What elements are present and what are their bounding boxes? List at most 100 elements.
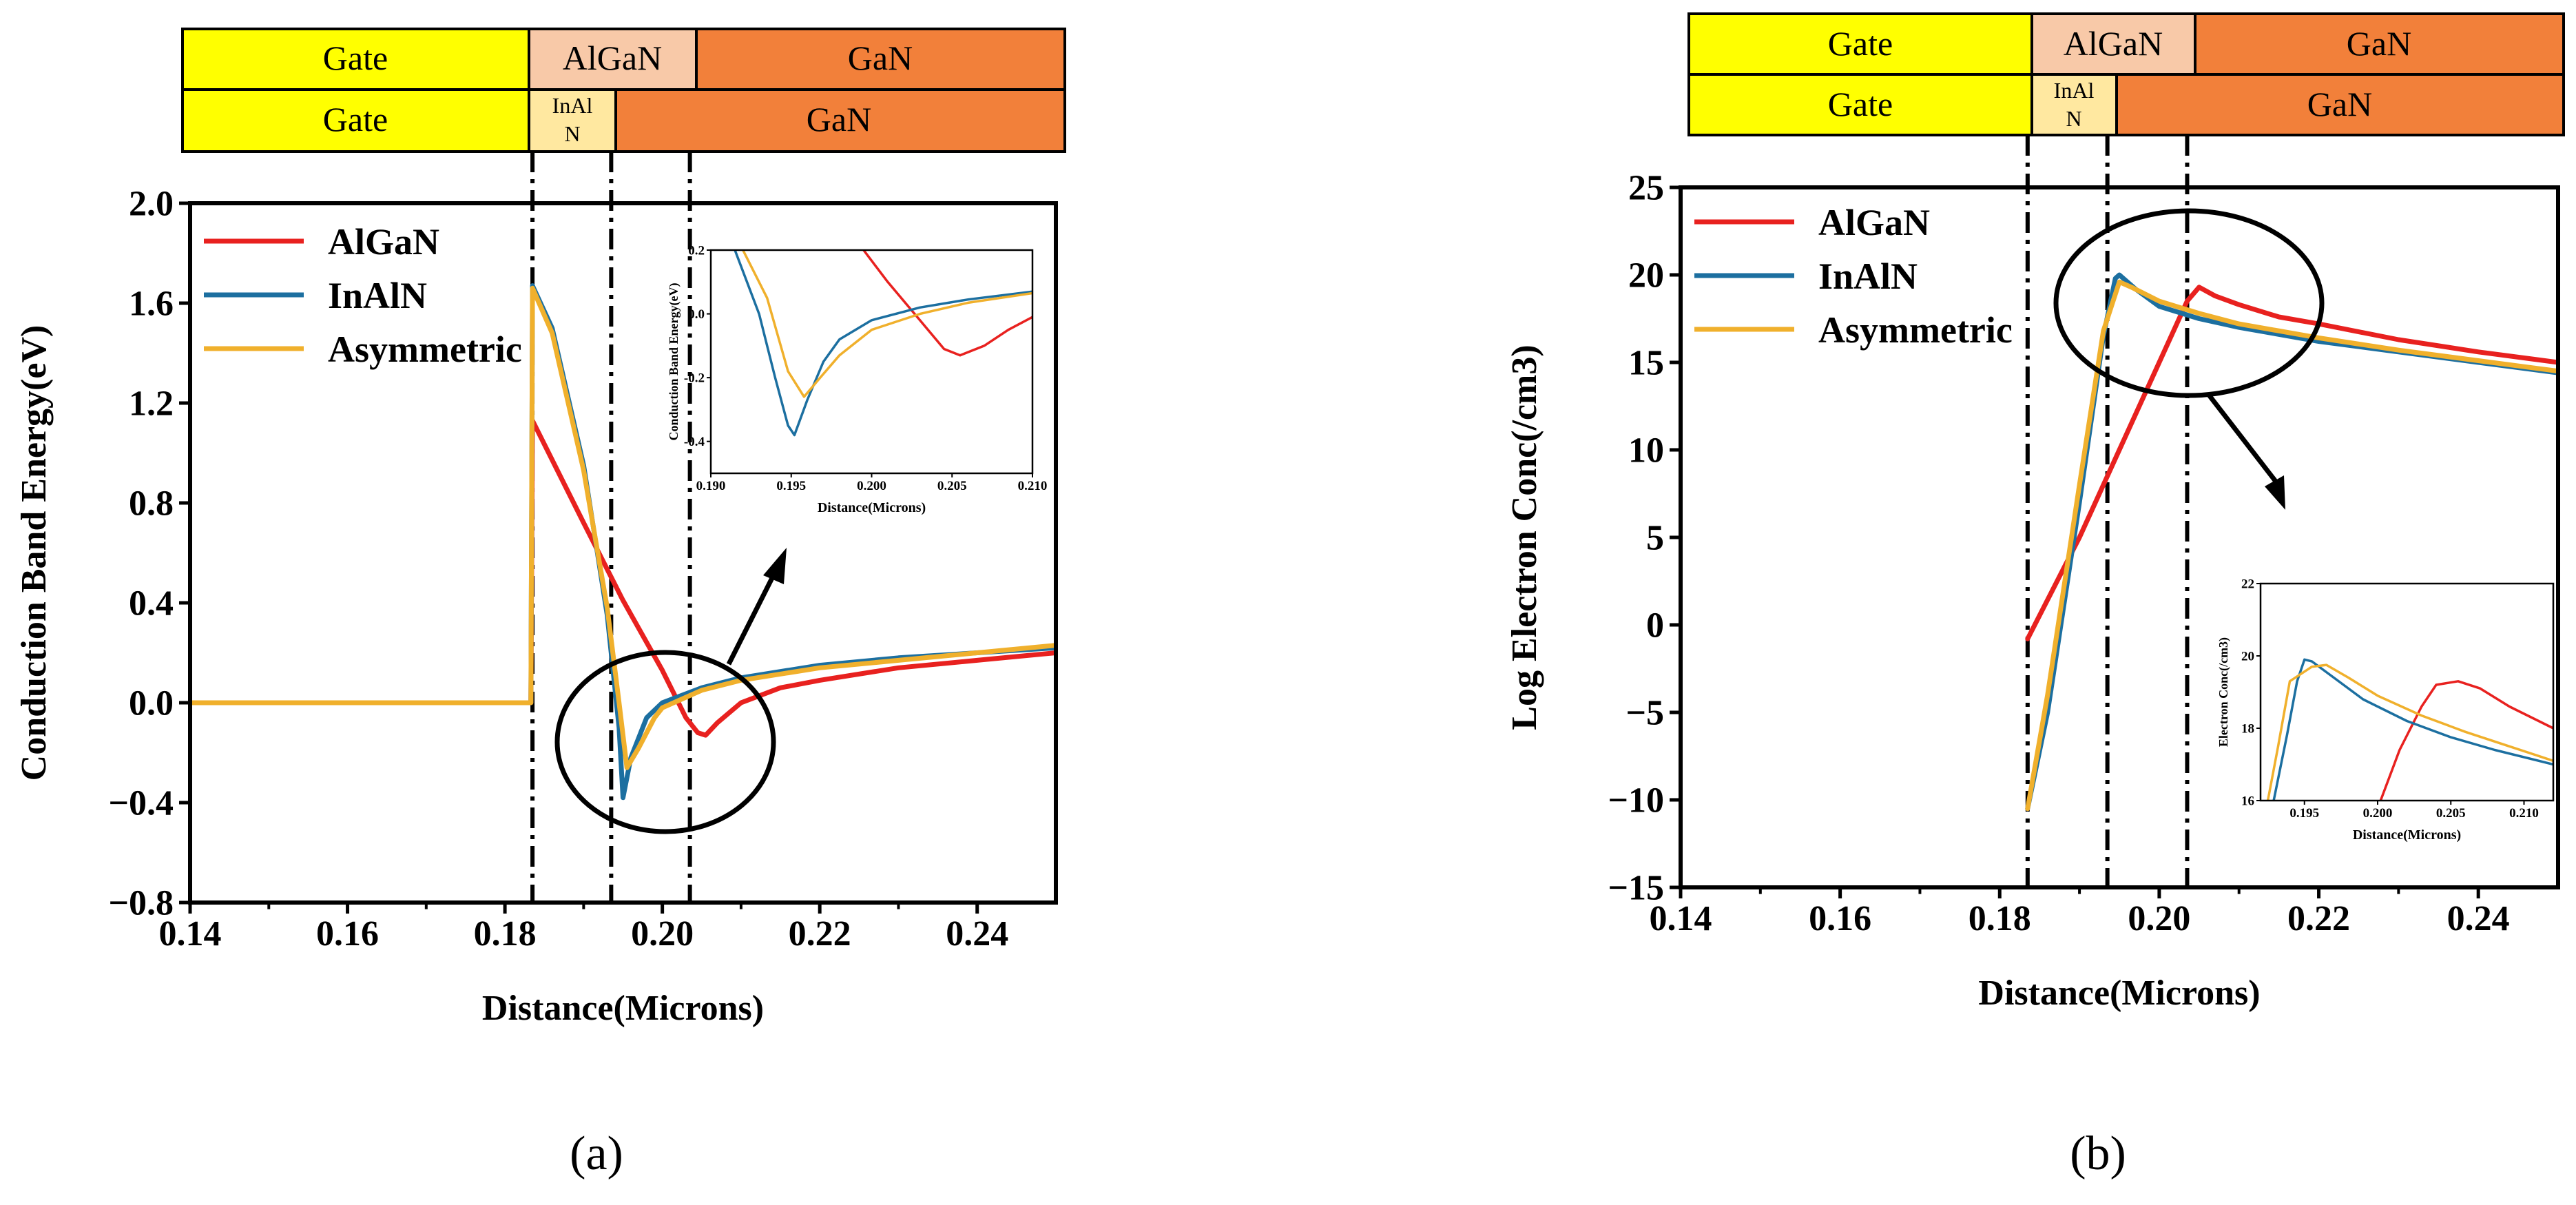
- a-main-ytick-label-7: 2.0: [129, 185, 174, 224]
- panel-a-row2-gan-label: GaN: [807, 100, 871, 138]
- panel-a-row2-inaln-label: InAl N: [552, 93, 593, 146]
- b-inset-series-group: [2266, 658, 2553, 801]
- b-main-series-asymmetric: [2025, 279, 2558, 812]
- b-inset-xtick-label-2: 0.205: [2436, 806, 2466, 821]
- b-main-ytick-label-4: 5: [1646, 519, 1664, 558]
- a-main-series-asymmetric: [190, 285, 1056, 770]
- b-inset-ytick-label-1: 18: [2241, 721, 2254, 736]
- b-inset-xtick-label-1: 0.200: [2363, 806, 2393, 821]
- b-main-xtick-label-1: 0.16: [1809, 899, 1871, 938]
- panel-a-layer-diagram: Gate AlGaN GaN Gate InAl N GaN: [181, 28, 1066, 153]
- panel-b-gate-layer-row2: [1687, 73, 2033, 136]
- a-main-xtick-label-4: 0.22: [789, 914, 851, 954]
- panel-b-row1-gan-label: GaN: [2347, 24, 2411, 63]
- b-inset-ytick-label-3: 22: [2241, 577, 2254, 591]
- a-main-x-axis-title: Distance(Microns): [482, 989, 764, 1028]
- panel-b-gan-layer-row2: [2115, 73, 2565, 136]
- panel-a-row1-algan-label: AlGaN: [563, 39, 662, 77]
- panel-b-row2-gate-label: Gate: [1828, 85, 1893, 123]
- a-main-xtick-label-3: 0.20: [631, 914, 694, 954]
- b-main-ytick-label-8: 25: [1628, 169, 1664, 208]
- b-main-ytick-label-2: −5: [1625, 694, 1664, 733]
- panel-a-inset-chart: 0.190 0.195 0.200 0.205 0.210 -0.4 -0.2 0.0 0.2 D…: [667, 243, 1047, 515]
- b-main-y-axis-title: Log Electron Conc(/cm3): [1505, 344, 1544, 730]
- panel-a-row1-gate-label: Gate: [323, 39, 388, 77]
- a-inset-ytick-label-1: -0.2: [684, 371, 705, 386]
- panel-a-caption: (a): [570, 1127, 623, 1180]
- panel-a-row2-gate-label: Gate: [323, 100, 388, 138]
- a-main-ytick-label-5: 1.2: [129, 384, 174, 424]
- a-main-axes-frame: [188, 201, 1058, 905]
- a-main-ytick-label-0: −0.8: [108, 884, 174, 923]
- a-inset-series-inaln: [734, 250, 1032, 437]
- b-main-legend-label-0: AlGaN: [1818, 202, 1930, 243]
- b-inset-series-algan: [2379, 680, 2553, 801]
- a-main-series-algan: [190, 418, 1056, 738]
- b-main-series-algan: [2025, 285, 2558, 641]
- panel-a-row1-gan-label: GaN: [848, 39, 913, 77]
- a-main-legend-label-0: AlGaN: [328, 221, 439, 262]
- b-main-xtick-label-5: 0.24: [2447, 899, 2510, 938]
- panel-a-zoom-arrowhead: [763, 548, 787, 584]
- a-main-ytick-label-1: −0.4: [108, 784, 174, 823]
- b-main-xtick-label-2: 0.18: [1969, 899, 2031, 938]
- panel-b-caption: (b): [2070, 1127, 2126, 1180]
- b-inset-xtick-label-3: 0.210: [2509, 806, 2539, 821]
- a-main-ytick-label-4: 0.8: [129, 484, 174, 524]
- b-main-ytick-label-6: 15: [1628, 344, 1664, 383]
- a-inset-series-asymmetric: [741, 250, 1032, 398]
- a-main-ytick-label-2: 0.0: [129, 684, 174, 723]
- b-inset-plot-area: [2261, 584, 2553, 801]
- b-inset-ytick-label-2: 20: [2241, 649, 2254, 663]
- b-inset-xtick-label-0: 0.195: [2289, 806, 2319, 821]
- b-main-legend-label-2: Asymmetric: [1818, 309, 2013, 351]
- b-main-ytick-label-7: 20: [1628, 256, 1664, 296]
- a-inset-ytick-label-2: 0.0: [688, 307, 705, 322]
- a-inset-ytick-label-0: -0.4: [684, 435, 705, 449]
- a-inset-series-algan: [862, 250, 1032, 357]
- panel-b-zoom-arrowhead: [2265, 475, 2285, 510]
- a-main-xtick-label-2: 0.18: [474, 914, 537, 954]
- b-inset-axes-frame: [2259, 582, 2555, 802]
- a-inset-xtick-label-1: 0.195: [776, 479, 806, 493]
- panel-b-chart: 0.14 0.16 0.18 0.20 0.22 0.24 −15 −10 −5 0 5 10 15 20…: [1505, 135, 2560, 1013]
- panel-a-inaln-layer-row2: [528, 88, 617, 153]
- b-inset-y-axis-title: Electron Conc(/cm3): [2216, 637, 2231, 747]
- a-inset-x-axis-title: Distance(Microns): [818, 500, 926, 515]
- a-main-y-axis-title: Conduction Band Energy(eV): [14, 325, 54, 781]
- panel-b-zoom-ellipse: [2053, 208, 2325, 398]
- b-main-legend-label-1: InAlN: [1818, 256, 1918, 297]
- panel-a-algan-layer-row1: [528, 28, 698, 91]
- a-inset-y-axis-title: Conduction Band Energy(eV): [667, 282, 681, 440]
- a-inset-xtick-label-3: 0.205: [937, 479, 967, 493]
- panel-a-zoom-ellipse: [554, 650, 776, 834]
- b-inset-series-inaln: [2272, 658, 2553, 801]
- b-main-series-group: [2025, 272, 2558, 812]
- a-inset-series-group: [734, 250, 1032, 437]
- a-main-series-group: [190, 283, 1056, 801]
- a-main-xtick-label-0: 0.14: [159, 914, 222, 954]
- b-main-ytick-label-3: 0: [1646, 606, 1664, 646]
- a-main-xtick-label-1: 0.16: [316, 914, 379, 954]
- a-inset-xtick-label-0: 0.190: [696, 479, 726, 493]
- panel-b-row2-gan-label: GaN: [2307, 85, 2372, 123]
- a-main-legend-label-2: Asymmetric: [328, 329, 522, 370]
- b-inset-x-axis-title: Distance(Microns): [2353, 827, 2461, 843]
- b-main-x-axis-title: Distance(Microns): [1978, 974, 2260, 1013]
- a-inset-plot-area: [711, 250, 1032, 473]
- b-inset-series-asymmetric: [2266, 663, 2553, 801]
- a-main-xtick-label-5: 0.24: [946, 914, 1008, 954]
- panel-b-row1-gate-label: Gate: [1828, 24, 1893, 63]
- b-main-ytick-label-0: −15: [1608, 869, 1664, 908]
- b-main-xtick-label-3: 0.20: [2128, 899, 2190, 938]
- a-inset-xtick-label-4: 0.210: [1018, 479, 1048, 493]
- b-main-xtick-label-0: 0.14: [1650, 899, 1712, 938]
- panel-a-gan-layer-row2: [614, 88, 1066, 153]
- panel-a-gate-layer-row1: [181, 28, 530, 91]
- b-inset-ytick-label-0: 16: [2241, 794, 2254, 808]
- b-main-xtick-label-4: 0.22: [2287, 899, 2350, 938]
- panel-b-layer-diagram: Gate AlGaN GaN Gate InAl N GaN: [1687, 12, 2565, 136]
- a-inset-xtick-label-2: 0.200: [857, 479, 886, 493]
- b-main-ytick-label-1: −10: [1608, 781, 1664, 821]
